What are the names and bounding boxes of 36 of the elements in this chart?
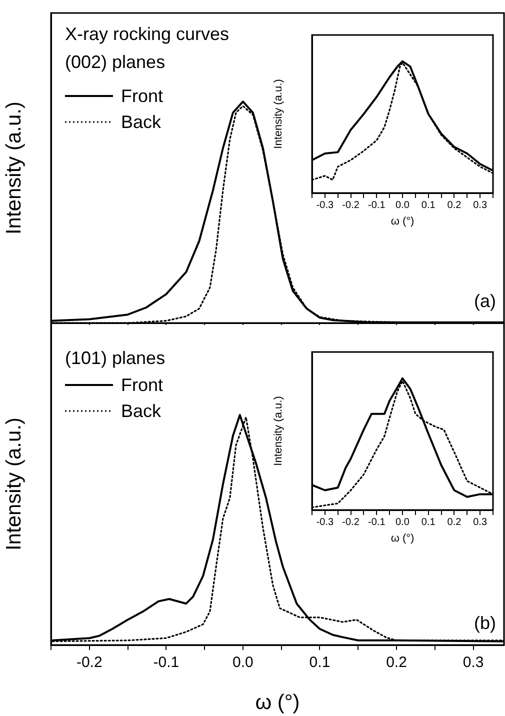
x-tick-label: 0.0 xyxy=(396,200,410,211)
y-axis-title: Intensity (a.u.) xyxy=(272,79,285,149)
legend-label: Back xyxy=(121,112,162,132)
x-tick-label: 0.1 xyxy=(309,654,330,672)
x-tick-label: -0.1 xyxy=(153,654,180,672)
legend-label: Front xyxy=(121,375,164,395)
x-tick-label: 0.2 xyxy=(447,516,462,528)
x-axis-title: ω (°) xyxy=(390,532,414,544)
x-tick-label: -0.2 xyxy=(342,200,360,211)
x-tick-label: 0.2 xyxy=(386,654,407,672)
x-tick-label: 0.0 xyxy=(396,516,410,528)
y-axis-title: Intensity (a.u.) xyxy=(272,396,285,466)
annotation: (a) xyxy=(474,291,496,311)
x-tick-label: 0.2 xyxy=(447,200,462,211)
x-tick-label: -0.1 xyxy=(368,200,386,211)
x-tick-label: -0.3 xyxy=(316,200,334,211)
x-tick-label: -0.2 xyxy=(76,654,102,672)
x-tick-label: -0.3 xyxy=(316,516,334,528)
x-tick-label: 0.0 xyxy=(232,654,254,672)
x-tick-label: 0.3 xyxy=(473,516,488,528)
legend-label: Front xyxy=(121,86,164,106)
chart-title: X-ray rocking curves xyxy=(65,24,230,44)
annotation: (b) xyxy=(474,613,496,633)
chart-title: (101) planes xyxy=(65,348,166,368)
x-tick-label: -0.2 xyxy=(342,516,360,528)
x-tick-label: 0.1 xyxy=(421,200,436,211)
x-tick-label: 0.3 xyxy=(462,654,484,672)
x-tick-label: -0.1 xyxy=(368,516,386,528)
x-tick-label: 0.3 xyxy=(473,200,488,211)
x-tick-label: 0.1 xyxy=(421,516,436,528)
y-axis-title: Intensity (a.u.) xyxy=(2,101,26,235)
x-axis-title: ω (°) xyxy=(255,691,300,714)
y-axis-title: Intensity (a.u.) xyxy=(2,417,26,551)
x-axis-title: ω (°) xyxy=(390,215,414,228)
legend-label: Back xyxy=(121,401,162,421)
chart-subtitle: (002) planes xyxy=(65,52,166,72)
